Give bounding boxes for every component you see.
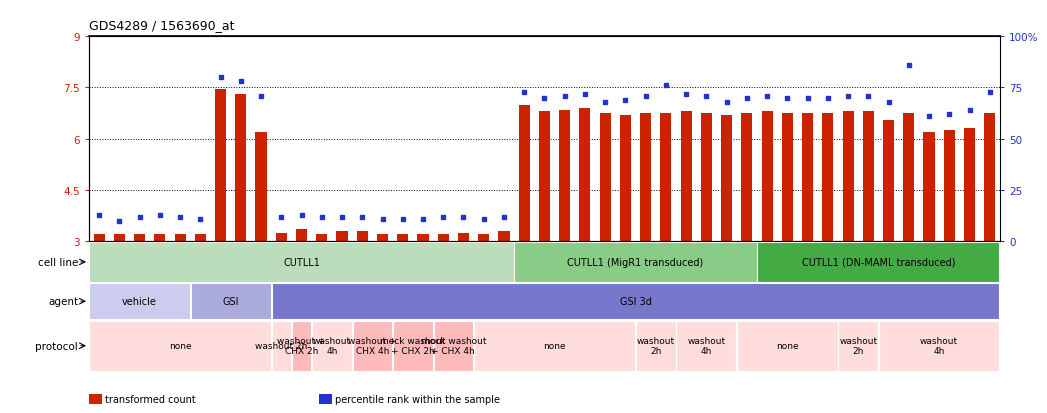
Bar bbox=[559, 110, 571, 242]
Bar bbox=[89, 284, 190, 319]
Text: GDS4289 / 1563690_at: GDS4289 / 1563690_at bbox=[89, 19, 235, 31]
Bar bbox=[275, 233, 287, 242]
Bar bbox=[336, 231, 348, 242]
Bar bbox=[600, 114, 610, 242]
Bar bbox=[271, 321, 291, 371]
Bar bbox=[397, 235, 408, 242]
Bar bbox=[114, 235, 125, 242]
Text: washout +
CHX 2h: washout + CHX 2h bbox=[277, 336, 326, 356]
Bar bbox=[433, 321, 473, 371]
Bar bbox=[943, 131, 955, 242]
Bar bbox=[195, 235, 206, 242]
Bar bbox=[357, 231, 367, 242]
Bar bbox=[236, 95, 246, 242]
Bar bbox=[883, 121, 894, 242]
Bar bbox=[721, 116, 732, 242]
Bar bbox=[353, 321, 393, 371]
Bar bbox=[579, 109, 591, 242]
Bar bbox=[134, 235, 146, 242]
Text: washout 2h: washout 2h bbox=[255, 342, 308, 350]
Bar bbox=[923, 133, 935, 242]
Bar bbox=[89, 321, 271, 371]
Bar bbox=[984, 114, 996, 242]
Bar bbox=[802, 114, 814, 242]
Text: CUTLL1 (MigR1 transduced): CUTLL1 (MigR1 transduced) bbox=[567, 257, 704, 267]
Bar bbox=[878, 321, 1000, 371]
Text: washout
4h: washout 4h bbox=[313, 336, 351, 356]
Bar bbox=[661, 114, 671, 242]
Bar bbox=[863, 112, 874, 242]
Bar bbox=[418, 235, 428, 242]
Text: CUTLL1: CUTLL1 bbox=[283, 257, 320, 267]
Text: none: none bbox=[169, 342, 192, 350]
Bar bbox=[458, 233, 469, 242]
Text: mock washout
+ CHX 4h: mock washout + CHX 4h bbox=[421, 336, 486, 356]
Bar bbox=[154, 235, 165, 242]
Bar bbox=[676, 321, 736, 371]
Text: none: none bbox=[543, 342, 565, 350]
Text: protocol: protocol bbox=[36, 341, 79, 351]
Text: washout +
CHX 4h: washout + CHX 4h bbox=[349, 336, 397, 356]
Bar bbox=[741, 114, 753, 242]
Bar bbox=[93, 235, 105, 242]
Bar bbox=[438, 235, 449, 242]
Text: none: none bbox=[776, 342, 799, 350]
Bar bbox=[782, 114, 793, 242]
Text: GSI: GSI bbox=[222, 297, 239, 306]
Bar bbox=[215, 90, 226, 242]
Bar bbox=[640, 114, 651, 242]
Text: washout
4h: washout 4h bbox=[920, 336, 958, 356]
Bar bbox=[839, 321, 878, 371]
Bar bbox=[822, 114, 833, 242]
Bar bbox=[255, 133, 267, 242]
Bar bbox=[636, 321, 675, 371]
Bar bbox=[518, 105, 530, 242]
Bar bbox=[620, 116, 631, 242]
Bar bbox=[271, 284, 1000, 319]
Text: vehicle: vehicle bbox=[122, 297, 157, 306]
Text: GSI 3d: GSI 3d bbox=[620, 297, 651, 306]
Text: washout
4h: washout 4h bbox=[687, 336, 726, 356]
Bar bbox=[296, 230, 307, 242]
Bar bbox=[393, 321, 432, 371]
Bar bbox=[292, 321, 311, 371]
Text: transformed count: transformed count bbox=[105, 394, 196, 404]
Bar bbox=[761, 112, 773, 242]
Text: mock washout
+ CHX 2h: mock washout + CHX 2h bbox=[380, 336, 446, 356]
Bar bbox=[377, 235, 388, 242]
Bar bbox=[964, 129, 975, 242]
Text: CUTLL1 (DN-MAML transduced): CUTLL1 (DN-MAML transduced) bbox=[802, 257, 955, 267]
Text: cell line: cell line bbox=[38, 257, 79, 267]
Text: washout
2h: washout 2h bbox=[839, 336, 877, 356]
Bar bbox=[757, 242, 1000, 282]
Bar bbox=[474, 321, 636, 371]
Text: percentile rank within the sample: percentile rank within the sample bbox=[335, 394, 500, 404]
Bar bbox=[700, 114, 712, 242]
Bar bbox=[904, 114, 914, 242]
Bar bbox=[316, 235, 328, 242]
Bar bbox=[89, 242, 514, 282]
Bar bbox=[191, 284, 271, 319]
Bar bbox=[843, 112, 853, 242]
Text: washout
2h: washout 2h bbox=[637, 336, 675, 356]
Text: agent: agent bbox=[48, 297, 79, 306]
Bar bbox=[498, 231, 510, 242]
Bar bbox=[514, 242, 757, 282]
Bar bbox=[681, 112, 692, 242]
Bar bbox=[737, 321, 838, 371]
Bar bbox=[312, 321, 352, 371]
Bar bbox=[539, 112, 550, 242]
Bar bbox=[175, 235, 185, 242]
Bar bbox=[478, 235, 489, 242]
